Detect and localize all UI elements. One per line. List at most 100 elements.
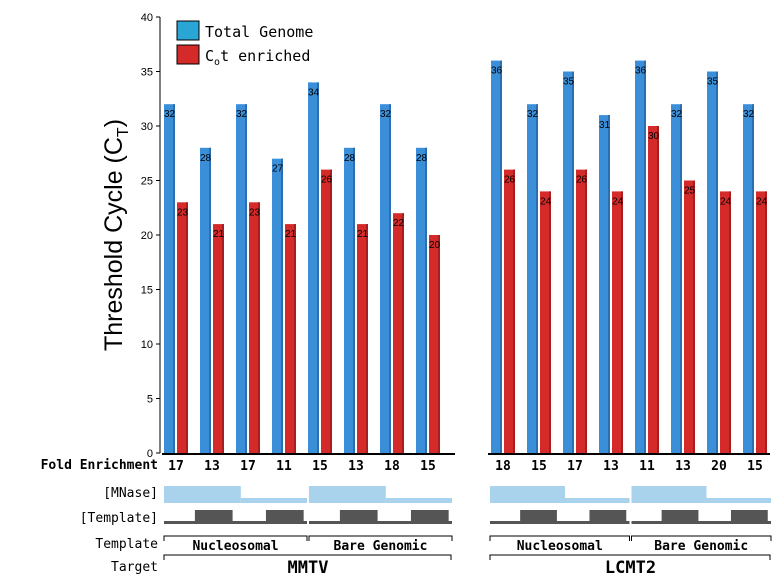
bar-total-genome-shade	[425, 147, 427, 454]
template-block	[589, 510, 627, 524]
target-bracket	[163, 554, 452, 560]
bar-cot-enriched	[285, 224, 296, 453]
template-block	[730, 510, 768, 524]
bar-cot-enriched	[504, 169, 515, 453]
template-base-line	[164, 521, 307, 524]
data-label-cot-enriched: 21	[357, 229, 369, 240]
bar-total-genome	[743, 104, 754, 453]
data-label-total-genome: 35	[707, 77, 719, 88]
bar-total-genome-shade	[536, 104, 538, 453]
annotation-rows: Fold Enrichment [MNase] [Template] Template…	[41, 458, 772, 575]
bar-cot-enriched	[576, 169, 587, 453]
data-label-total-genome: 35	[563, 77, 575, 88]
bar-cot-enriched	[540, 191, 551, 453]
template-base-line	[631, 521, 771, 524]
template-block	[410, 510, 449, 524]
bar-cot-enriched	[357, 224, 368, 453]
y-tick-label: 40	[141, 12, 153, 24]
bar-total-genome	[308, 82, 319, 454]
fold-enrichment-value: 15	[312, 459, 328, 474]
mnase-high-block	[490, 486, 565, 503]
bar-series: 32 23 28 21 32 23 27 21 34 26 28 21 32 22 28 20 36 26 32 24…	[164, 60, 768, 454]
data-label-cot-enriched: 20	[429, 240, 441, 251]
fold-enrichment-value: 15	[531, 459, 547, 474]
bar-cot-enriched-shade	[765, 191, 767, 453]
legend: Total Genome Cot enriched	[176, 20, 313, 68]
bar-total-genome	[200, 147, 211, 454]
bar-cot-enriched-shade	[294, 224, 296, 453]
y-tick-label: 25	[141, 176, 153, 188]
y-axis: 0 5 10 15 20 25 30 35 40 Threshold Cycle (CT)	[100, 12, 770, 460]
bar-cot-enriched	[321, 169, 332, 453]
template-label: Bare Genomic	[654, 539, 748, 554]
mnase-high-block	[309, 486, 386, 503]
data-label-cot-enriched: 24	[612, 196, 624, 207]
data-label-cot-enriched: 26	[504, 175, 516, 186]
bar-cot-enriched-shade	[366, 224, 368, 453]
fold-enrichment-value: 11	[276, 459, 292, 474]
y-axis-label-close: )	[100, 119, 128, 127]
template-base-line	[490, 521, 630, 524]
fold-enrichment-value: 15	[420, 459, 436, 474]
bar-cot-enriched	[612, 191, 623, 453]
data-label-total-genome: 32	[380, 109, 392, 120]
data-label-cot-enriched: 24	[720, 196, 732, 207]
legend-swatch-cot-enriched	[176, 44, 200, 65]
template-bracket	[489, 535, 630, 541]
y-tick-label: 10	[141, 339, 153, 351]
fold-enrichment-value: 13	[348, 459, 364, 474]
bar-total-genome-shade	[209, 147, 211, 454]
template-block	[194, 510, 233, 524]
bar-total-genome-shade	[353, 147, 355, 454]
data-label-total-genome: 36	[635, 66, 647, 77]
bar-cot-enriched	[213, 224, 224, 453]
target-label: MMTV	[288, 558, 329, 575]
mnase-low-block	[564, 498, 630, 503]
bar-total-genome-shade	[680, 104, 682, 453]
fold-enrichment-value: 18	[384, 459, 400, 474]
bar-total-genome-shade	[389, 104, 391, 453]
data-label-total-genome: 28	[344, 153, 356, 164]
data-label-total-genome: 32	[527, 109, 539, 120]
template-label: Nucleosomal	[192, 539, 278, 554]
template-bracket	[163, 535, 308, 541]
mnase-low-block	[706, 498, 771, 503]
fold-enrichment-value: 18	[495, 459, 511, 474]
fold-enrichment-value: 13	[204, 459, 220, 474]
bar-cot-enriched	[648, 126, 659, 453]
bar-total-genome-shade	[608, 115, 610, 453]
data-label-cot-enriched: 25	[684, 186, 696, 197]
data-label-cot-enriched: 24	[756, 196, 768, 207]
bar-total-genome-shade	[644, 60, 646, 453]
data-label-cot-enriched: 22	[393, 218, 405, 229]
template-block	[661, 510, 699, 524]
mnase-high-block	[164, 486, 241, 503]
bar-cot-enriched	[756, 191, 767, 453]
bar-cot-enriched	[393, 213, 404, 453]
data-label-cot-enriched: 21	[213, 229, 225, 240]
mnase-low-block	[385, 498, 452, 503]
data-label-total-genome: 28	[200, 153, 212, 164]
data-label-cot-enriched: 21	[285, 229, 297, 240]
bar-total-genome	[491, 60, 502, 453]
template-label: Bare Genomic	[334, 539, 428, 554]
bar-cot-enriched-shade	[621, 191, 623, 453]
template-bracket	[308, 535, 453, 541]
y-axis-label: Threshold Cycle (CT)	[100, 119, 132, 351]
bar-total-genome	[671, 104, 682, 453]
bar-total-genome-shade	[716, 71, 718, 453]
bar-cot-enriched-shade	[693, 180, 695, 453]
bar-total-genome	[527, 104, 538, 453]
bar-total-genome-shade	[317, 82, 319, 454]
bar-total-genome	[164, 104, 175, 453]
data-label-total-genome: 27	[272, 164, 284, 175]
y-tick-label: 0	[147, 448, 153, 460]
bar-total-genome-shade	[752, 104, 754, 453]
row-label-template-bar: [Template]	[80, 511, 158, 526]
bar-total-genome	[236, 104, 247, 453]
fold-enrichment-value: 17	[567, 459, 583, 474]
bar-total-genome	[563, 71, 574, 453]
mnase-high-block	[631, 486, 707, 503]
bar-cot-enriched-shade	[549, 191, 551, 453]
bar-total-genome-shade	[173, 104, 175, 453]
